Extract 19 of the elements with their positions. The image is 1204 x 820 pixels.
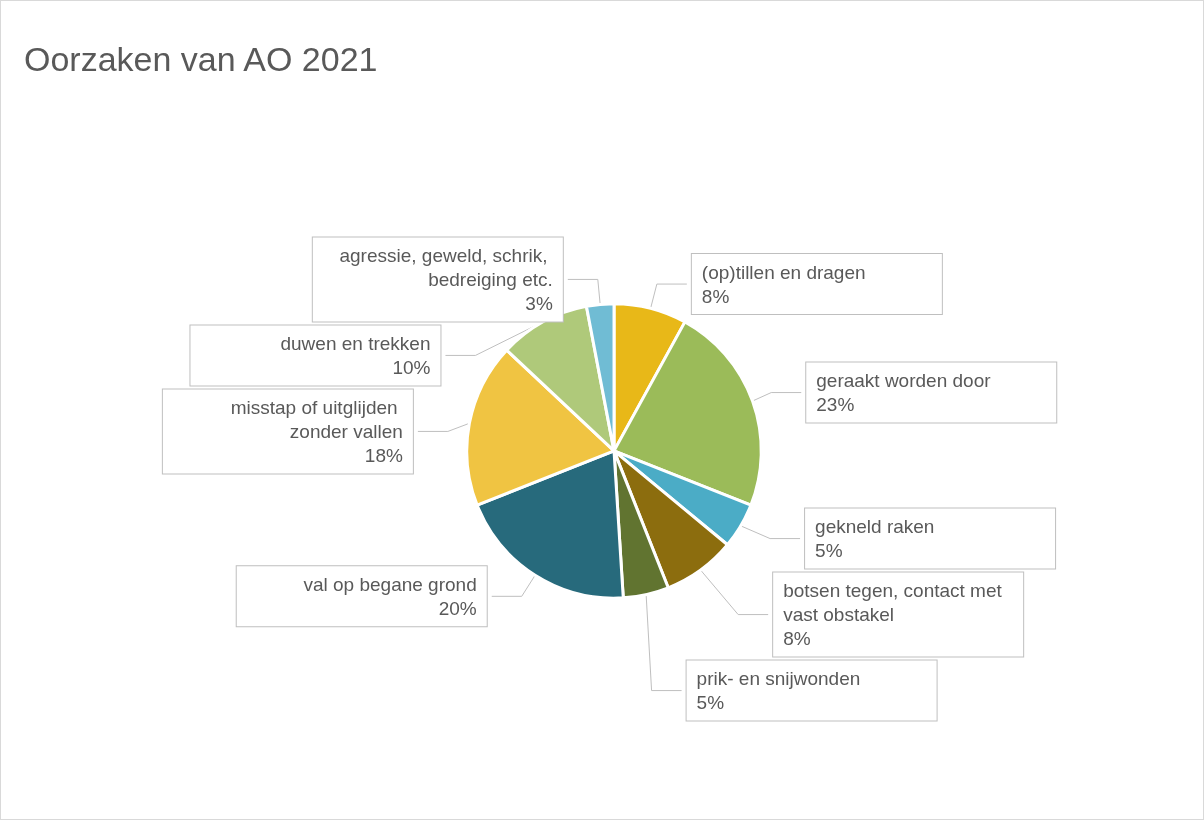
data-label: 20% [438, 597, 477, 619]
data-label: 8% [701, 285, 730, 307]
data-label: 5% [815, 540, 843, 562]
slice-label: botsen tegen, contact met vast obstakel [783, 580, 1008, 626]
slice-label: agressie, geweld, schrik, bedreiging etc. [339, 244, 553, 290]
data-label: 10% [392, 356, 431, 378]
data-label: 3% [525, 292, 553, 314]
slice-label: duwen en trekken [280, 332, 431, 354]
slice-label: misstap of uitglijden zonder vallen [230, 396, 403, 442]
data-label: 5% [696, 692, 725, 714]
data-label: 8% [783, 628, 811, 650]
slice-label: geraakt worden door [816, 370, 992, 392]
slice-label: prik- en snijwonden [696, 668, 861, 690]
chart-title: Oorzaken van AO 2021 [24, 40, 378, 78]
data-label: 23% [816, 394, 855, 416]
slice-label: gekneld raken [815, 516, 935, 538]
slice-label: (op)tillen en dragen [701, 261, 866, 283]
data-label: 18% [364, 444, 403, 466]
slice-label: val op begane grond [303, 573, 477, 595]
